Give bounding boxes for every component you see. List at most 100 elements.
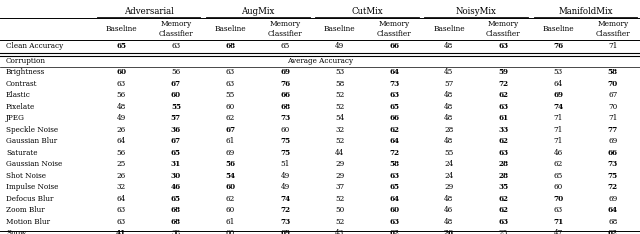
Text: 62: 62 <box>389 229 399 234</box>
Text: 29: 29 <box>444 183 454 191</box>
Text: 76: 76 <box>280 80 290 88</box>
Text: 60: 60 <box>226 229 235 234</box>
Text: 38: 38 <box>172 229 180 234</box>
Text: 50: 50 <box>335 206 344 214</box>
Text: Corruption: Corruption <box>6 57 46 65</box>
Text: 60: 60 <box>226 103 235 111</box>
Text: 63: 63 <box>226 68 235 76</box>
Text: Contrast: Contrast <box>6 80 38 88</box>
Text: 29: 29 <box>335 160 344 168</box>
Text: Baseline: Baseline <box>106 25 137 33</box>
Text: 28: 28 <box>444 126 454 134</box>
Text: 48: 48 <box>444 103 454 111</box>
Text: 69: 69 <box>280 68 290 76</box>
Text: 63: 63 <box>499 42 509 50</box>
Text: 62: 62 <box>499 195 509 203</box>
Text: 64: 64 <box>389 137 399 145</box>
Text: 26: 26 <box>116 172 126 180</box>
Text: 65: 65 <box>389 103 399 111</box>
Text: CutMix: CutMix <box>351 7 383 15</box>
Text: 48: 48 <box>444 218 454 226</box>
Text: 63: 63 <box>499 218 509 226</box>
Text: NoisyMix: NoisyMix <box>456 7 497 15</box>
Text: 43: 43 <box>335 229 344 234</box>
Text: 64: 64 <box>554 80 563 88</box>
Text: 69: 69 <box>608 137 618 145</box>
Text: 61: 61 <box>499 114 509 122</box>
Text: 29: 29 <box>335 172 344 180</box>
Text: 66: 66 <box>280 91 290 99</box>
Text: Pixelate: Pixelate <box>6 103 35 111</box>
Text: 58: 58 <box>335 80 344 88</box>
Text: 71: 71 <box>554 114 563 122</box>
Text: 73: 73 <box>280 218 290 226</box>
Text: 49: 49 <box>280 183 290 191</box>
Text: 64: 64 <box>389 68 399 76</box>
Text: 44: 44 <box>335 149 344 157</box>
Text: 72: 72 <box>280 206 290 214</box>
Text: 65: 65 <box>389 183 399 191</box>
Text: 55: 55 <box>444 149 454 157</box>
Text: 71: 71 <box>608 114 618 122</box>
Text: 67: 67 <box>608 91 618 99</box>
Text: 48: 48 <box>444 137 454 145</box>
Text: 54: 54 <box>335 114 344 122</box>
Text: AugMix: AugMix <box>241 7 275 15</box>
Text: 56: 56 <box>172 68 180 76</box>
Text: 73: 73 <box>607 160 618 168</box>
Text: 35: 35 <box>499 183 509 191</box>
Text: 49: 49 <box>280 172 290 180</box>
Text: 62: 62 <box>226 195 235 203</box>
Text: 24: 24 <box>444 160 454 168</box>
Text: 52: 52 <box>335 103 344 111</box>
Text: 58: 58 <box>608 68 618 76</box>
Text: 46: 46 <box>444 206 454 214</box>
Text: 69: 69 <box>608 195 618 203</box>
Text: 56: 56 <box>116 91 126 99</box>
Text: 66: 66 <box>608 149 618 157</box>
Text: 68: 68 <box>608 218 618 226</box>
Text: Memory
Classifier: Memory Classifier <box>159 20 193 38</box>
Text: 63: 63 <box>389 91 399 99</box>
Text: 54: 54 <box>225 172 236 180</box>
Text: 48: 48 <box>444 114 454 122</box>
Text: 75: 75 <box>280 137 290 145</box>
Text: JPEG: JPEG <box>6 114 25 122</box>
Text: 66: 66 <box>389 114 399 122</box>
Text: Motion Blur: Motion Blur <box>6 218 50 226</box>
Text: 26: 26 <box>116 126 126 134</box>
Text: 55: 55 <box>226 91 235 99</box>
Text: 48: 48 <box>444 91 454 99</box>
Text: 52: 52 <box>335 195 344 203</box>
Text: 26: 26 <box>444 229 454 234</box>
Text: 52: 52 <box>335 137 344 145</box>
Text: 75: 75 <box>607 172 618 180</box>
Text: 65: 65 <box>116 42 126 50</box>
Text: 65: 65 <box>171 149 181 157</box>
Text: 73: 73 <box>389 80 399 88</box>
Text: Memory
Classifier: Memory Classifier <box>486 20 521 38</box>
Text: Elastic: Elastic <box>6 91 31 99</box>
Text: 63: 63 <box>389 172 399 180</box>
Text: 52: 52 <box>335 91 344 99</box>
Text: 60: 60 <box>171 91 181 99</box>
Text: 56: 56 <box>225 160 236 168</box>
Text: 67: 67 <box>171 80 181 88</box>
Text: ManifoldMix: ManifoldMix <box>558 7 612 15</box>
Text: 32: 32 <box>335 126 344 134</box>
Text: 25: 25 <box>499 229 508 234</box>
Text: Speckle Noise: Speckle Noise <box>6 126 58 134</box>
Text: 41: 41 <box>116 229 127 234</box>
Text: 46: 46 <box>171 183 181 191</box>
Text: 70: 70 <box>607 80 618 88</box>
Text: 74: 74 <box>280 195 290 203</box>
Text: 63: 63 <box>116 206 126 214</box>
Text: 67: 67 <box>171 137 181 145</box>
Text: 33: 33 <box>499 126 509 134</box>
Text: 36: 36 <box>171 126 181 134</box>
Text: 63: 63 <box>499 149 509 157</box>
Text: 77: 77 <box>607 126 618 134</box>
Text: 60: 60 <box>389 206 399 214</box>
Text: 52: 52 <box>335 218 344 226</box>
Text: 45: 45 <box>444 68 454 76</box>
